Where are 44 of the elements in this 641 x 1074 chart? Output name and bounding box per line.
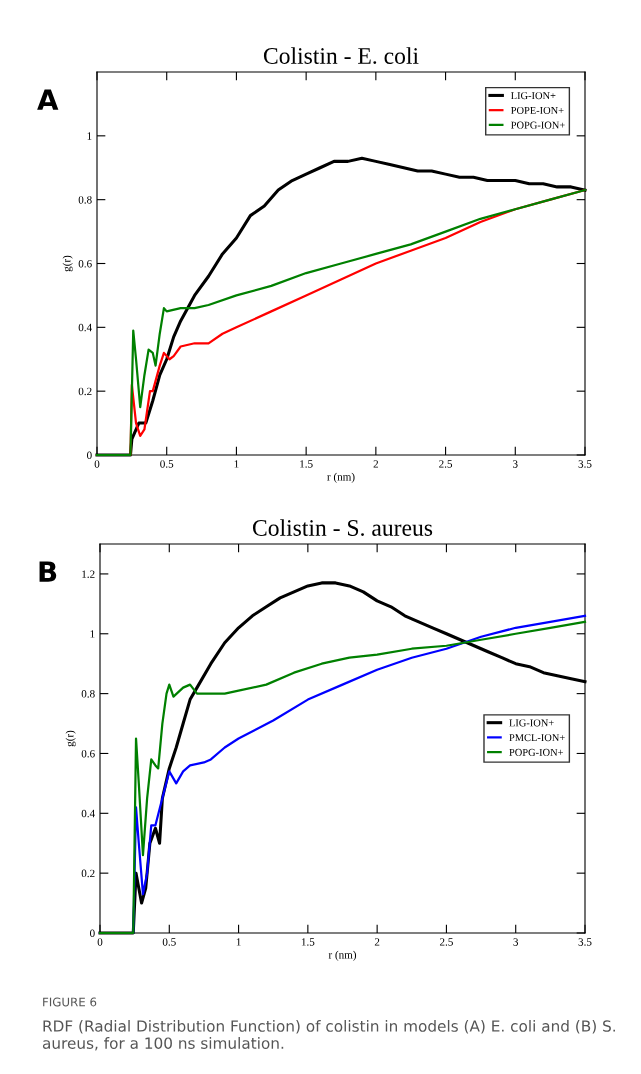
y-tick-label: 0.8: [81, 690, 95, 698]
text: RDF (Radial Distribution Function) of colistin in models (A) E. coli and (B) S. aureus, for a 100 ns simulation.: [42, 1020, 615, 1051]
y-tick-label: 1: [87, 132, 92, 140]
x-tick-label: 2: [374, 938, 380, 946]
y-tick-label: 0: [87, 451, 92, 459]
x-tick-label: 0: [97, 938, 103, 946]
text: A: [37, 89, 59, 110]
x-tick-label: 1: [236, 938, 241, 946]
chart-title: Colistin - E. coli: [263, 47, 419, 64]
x-tick-label: 3: [513, 938, 519, 946]
x-tick-label: 3.5: [578, 460, 592, 468]
y-tick-label: 0.6: [78, 259, 92, 268]
x-tick-label: 0.5: [160, 460, 174, 468]
y-tick-label: 0.4: [78, 323, 92, 332]
y-tick-label: 0.6: [81, 749, 95, 758]
caption: FIGURE 6: [43, 997, 97, 1007]
legend-label: POPE-ION+: [511, 106, 564, 114]
x-axis-title: r (nm): [328, 950, 357, 961]
y-tick-label: 1.2: [82, 570, 95, 578]
y-axis-title: g(r): [62, 255, 73, 272]
legend-label: POPG-ION+: [511, 121, 565, 129]
x-tick-label: 1.5: [301, 938, 315, 946]
chart-title: Colistin - S. aureus: [252, 519, 433, 536]
x-tick-label: 2.5: [439, 938, 453, 946]
text: B: [39, 561, 57, 582]
y-tick-label: 0: [90, 929, 95, 937]
legend-label: LIG-ION+: [511, 92, 556, 100]
x-tick-label: 0.5: [162, 938, 176, 946]
y-tick-label: 0.2: [78, 387, 92, 396]
x-tick-label: 2: [373, 460, 379, 468]
x-axis-title: r (nm): [327, 472, 355, 483]
x-tick-label: 1: [234, 460, 239, 468]
y-tick-label: 1: [90, 630, 95, 638]
legend-label: LIG-ION+: [509, 719, 554, 727]
x-tick-label: 3.5: [578, 938, 592, 946]
y-axis-title: g(r): [65, 730, 76, 747]
legend-label: POPG-ION+: [509, 748, 563, 756]
x-tick-label: 3: [513, 460, 518, 468]
legend-label: PMCL-ION+: [509, 734, 565, 742]
x-tick-label: 2.5: [439, 460, 453, 468]
y-tick-label: 0.8: [78, 196, 92, 204]
y-tick-label: 0.2: [81, 869, 95, 878]
x-tick-label: 1.5: [300, 460, 313, 468]
y-tick-label: 0.4: [81, 809, 95, 818]
